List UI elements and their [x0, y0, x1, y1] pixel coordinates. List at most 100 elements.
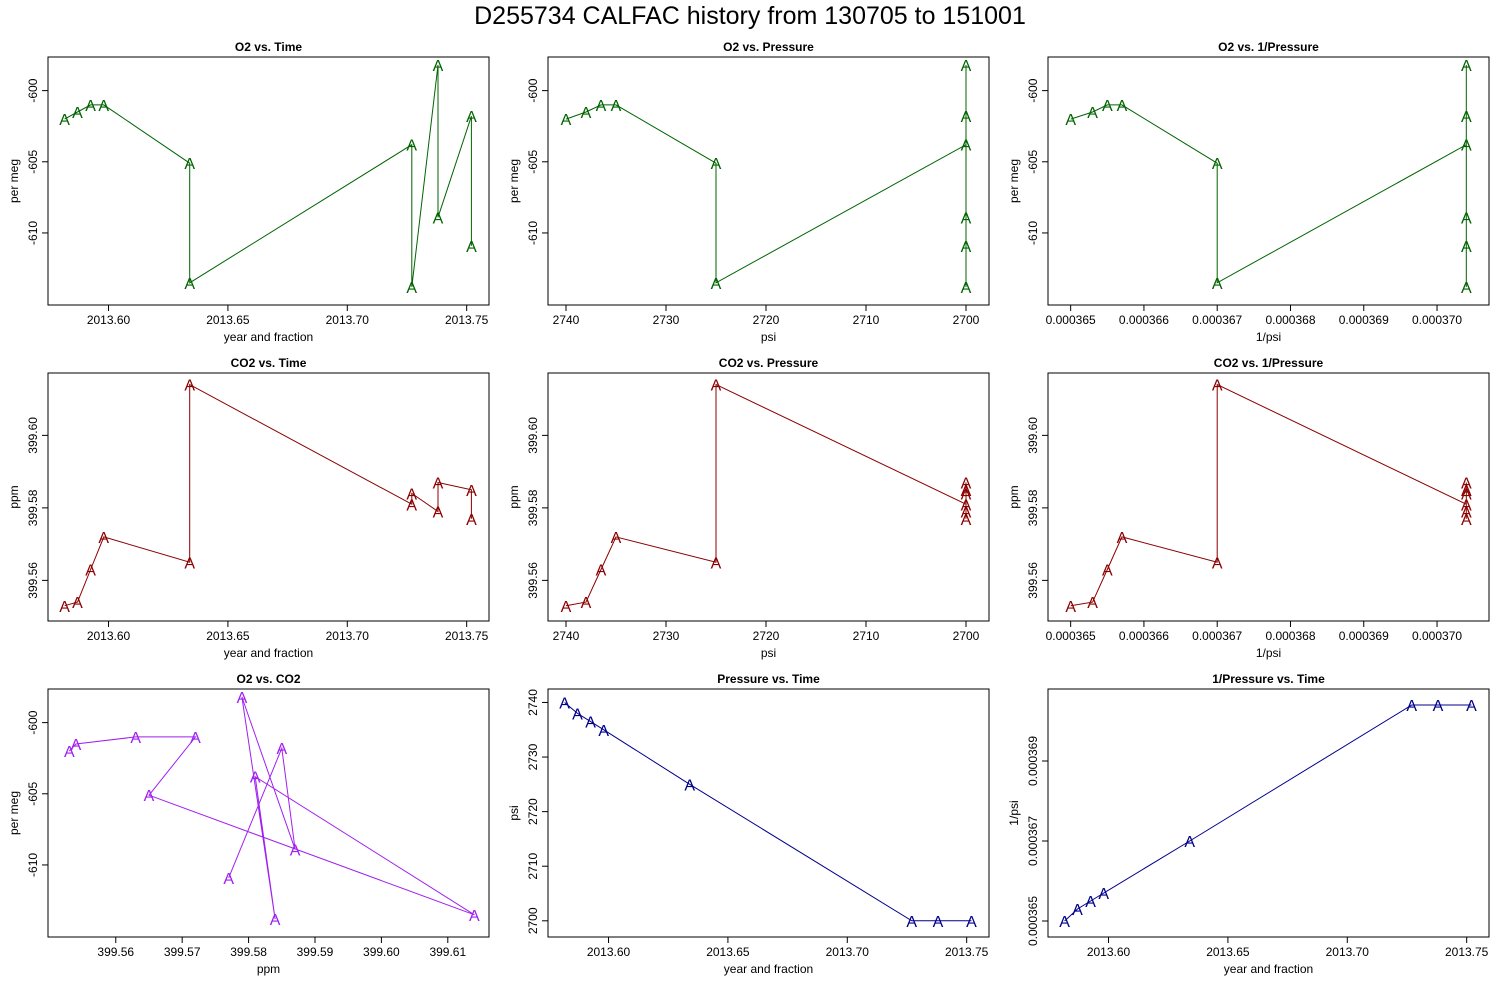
y-axis-label: 1/psi	[1007, 800, 1021, 825]
x-tick-label: 0.000368	[1265, 629, 1315, 643]
data-point: A	[1461, 280, 1472, 297]
x-axis-label: year and fraction	[1224, 962, 1313, 976]
y-tick-label: -610	[26, 221, 40, 245]
data-point: A	[711, 555, 722, 572]
data-point: A	[1102, 563, 1113, 580]
y-axis-label: ppm	[507, 485, 521, 508]
y-tick-label: 399.58	[526, 489, 540, 526]
series-line	[1064, 704, 1472, 922]
x-tick-label: 2730	[653, 313, 680, 327]
x-tick-label: 2013.65	[206, 629, 250, 643]
series-line	[1070, 65, 1467, 287]
data-point: A	[1059, 914, 1070, 931]
data-point: A	[85, 98, 96, 115]
data-point: A	[466, 512, 477, 529]
x-tick-label: 2013.75	[445, 629, 489, 643]
y-tick-label: 399.60	[1026, 417, 1040, 454]
y-axis-label: per meg	[7, 791, 21, 835]
data-point: A	[1461, 210, 1472, 227]
x-tick-label: 2720	[753, 629, 780, 643]
chart-title: O2 vs. Pressure	[723, 40, 814, 54]
x-tick-label: 2013.70	[326, 313, 370, 327]
plot-frame	[547, 688, 990, 938]
data-point: A	[1461, 512, 1472, 529]
data-point: A	[961, 239, 972, 256]
data-point: A	[72, 105, 83, 122]
y-tick-label: 399.56	[26, 562, 40, 599]
data-point: A	[184, 555, 195, 572]
chart-panel: O2 vs. CO2 399.56 399.57 399.58 399.59 399.60…	[7, 672, 490, 976]
data-point: A	[961, 483, 972, 500]
x-tick-label: 2013.65	[206, 313, 250, 327]
series-line	[68, 696, 475, 920]
x-tick-label: 0.000367	[1192, 629, 1242, 643]
data-point: A	[406, 486, 417, 503]
data-point: A	[433, 505, 444, 522]
data-point: A	[711, 156, 722, 173]
x-tick-label: 399.58	[230, 945, 267, 959]
data-point: A	[961, 58, 972, 75]
x-tick-label: 0.000365	[1046, 629, 1096, 643]
data-point: A	[1433, 698, 1444, 715]
data-point: A	[469, 908, 480, 925]
x-tick-label: 0.000370	[1412, 629, 1462, 643]
data-point: A	[433, 210, 444, 227]
y-axis-label: ppm	[7, 485, 21, 508]
series-line	[565, 65, 967, 287]
y-axis-label: per meg	[7, 159, 21, 203]
y-tick-label: -605	[26, 149, 40, 173]
series-line	[1070, 383, 1467, 607]
x-tick-label: 2700	[953, 313, 980, 327]
data-point: A	[1085, 894, 1096, 911]
data-point: A	[1212, 276, 1223, 293]
y-axis-label: ppm	[1007, 485, 1021, 508]
y-tick-label: 2700	[526, 907, 540, 934]
chart-title: Pressure vs. Time	[717, 672, 820, 686]
y-tick-label: 2710	[526, 853, 540, 880]
x-axis-label: ppm	[257, 962, 280, 976]
y-tick-label: 399.58	[26, 489, 40, 526]
data-point: A	[184, 378, 195, 395]
x-tick-label: 399.56	[97, 945, 134, 959]
data-point: A	[1065, 112, 1076, 129]
y-tick-label: 399.56	[1026, 562, 1040, 599]
data-point: A	[596, 98, 607, 115]
chart-title: O2 vs. 1/Pressure	[1218, 40, 1319, 54]
x-tick-label: 2013.65	[1206, 945, 1250, 959]
x-tick-label: 2710	[853, 629, 880, 643]
x-tick-label: 2013.70	[826, 945, 870, 959]
data-point: A	[585, 715, 596, 732]
y-axis-label: per meg	[507, 159, 521, 203]
data-point: A	[1466, 698, 1477, 715]
data-point: A	[598, 723, 609, 740]
x-axis-label: year and fraction	[224, 330, 313, 344]
chart-panel: O2 vs. 1/Pressure 0.000365 0.000366 0.00036…	[1007, 40, 1490, 344]
data-point: A	[98, 98, 109, 115]
chart-title: CO2 vs. Pressure	[719, 356, 819, 370]
plot-frame	[47, 56, 490, 306]
data-point: A	[190, 730, 201, 747]
x-axis-label: 1/psi	[1256, 646, 1281, 660]
x-tick-label: 399.60	[363, 945, 400, 959]
y-tick-label: 0.000369	[1026, 736, 1040, 786]
data-point: A	[611, 98, 622, 115]
y-tick-label: -610	[1026, 221, 1040, 245]
page-title: D255734 CALFAC history from 130705 to 15…	[474, 2, 1026, 30]
x-tick-label: 2013.75	[445, 313, 489, 327]
data-point: A	[1461, 505, 1472, 522]
chart-title: CO2 vs. 1/Pressure	[1214, 356, 1324, 370]
data-point: A	[433, 58, 444, 75]
data-point: A	[237, 690, 248, 707]
data-point: A	[1212, 378, 1223, 395]
x-tick-label: 0.000366	[1119, 313, 1169, 327]
plot-frame	[1047, 372, 1490, 622]
data-point: A	[961, 210, 972, 227]
data-point: A	[961, 138, 972, 155]
data-point: A	[1461, 486, 1472, 503]
x-tick-label: 0.000365	[1046, 313, 1096, 327]
x-tick-label: 0.000368	[1265, 313, 1315, 327]
x-tick-label: 2740	[553, 629, 580, 643]
data-point: A	[64, 744, 75, 761]
data-point: A	[581, 105, 592, 122]
